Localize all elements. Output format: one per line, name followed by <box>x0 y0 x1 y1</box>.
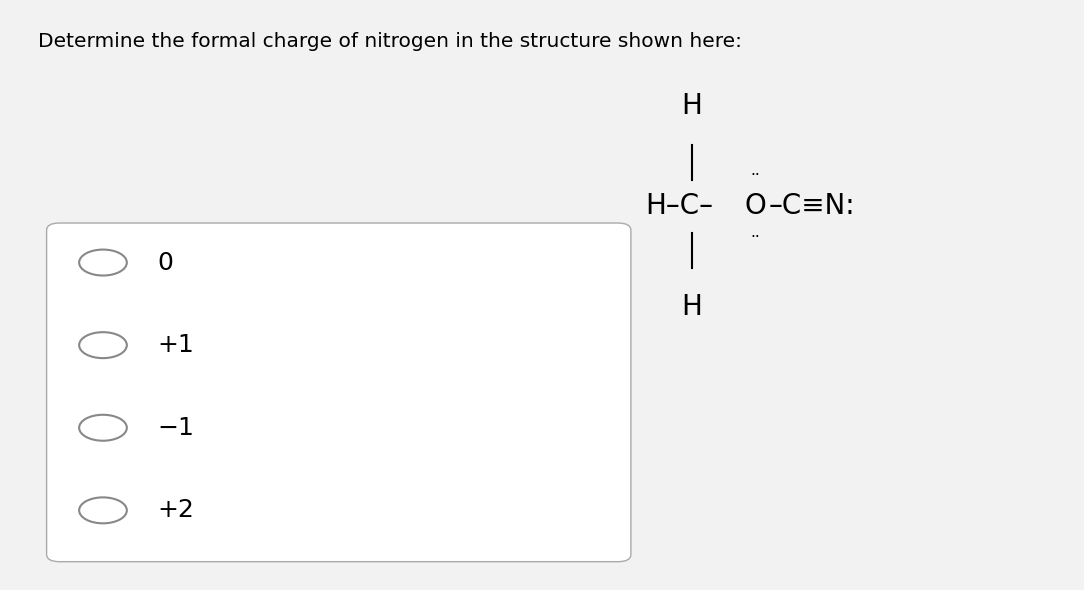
Text: H: H <box>681 293 702 321</box>
Text: −1: −1 <box>157 416 194 440</box>
Text: O: O <box>745 192 766 221</box>
Text: +1: +1 <box>157 333 194 357</box>
Text: –C≡N:: –C≡N: <box>769 192 855 221</box>
Text: +2: +2 <box>157 499 194 522</box>
Text: H: H <box>681 92 702 120</box>
Text: ··: ·· <box>751 230 760 245</box>
Text: Determine the formal charge of nitrogen in the structure shown here:: Determine the formal charge of nitrogen … <box>38 32 741 51</box>
Text: H–C–: H–C– <box>645 192 713 221</box>
Text: ··: ·· <box>751 168 760 183</box>
Circle shape <box>79 250 127 276</box>
Text: 0: 0 <box>157 251 173 274</box>
Circle shape <box>79 332 127 358</box>
FancyBboxPatch shape <box>47 223 631 562</box>
Circle shape <box>79 497 127 523</box>
Circle shape <box>79 415 127 441</box>
